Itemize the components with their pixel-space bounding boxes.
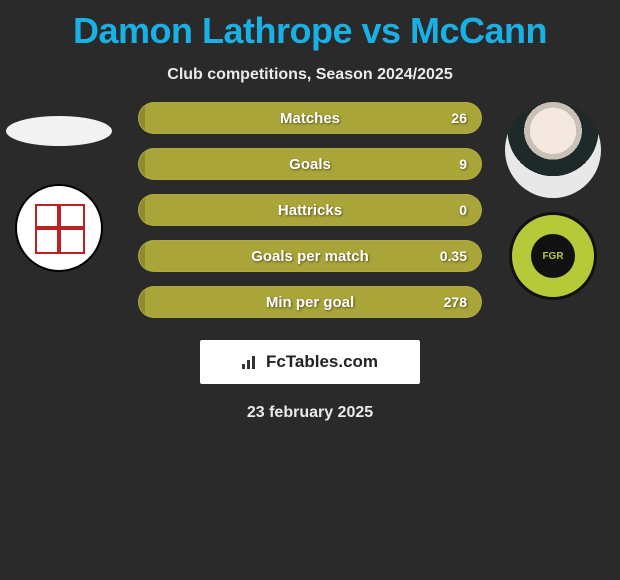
right-player-column: [498, 102, 608, 300]
stat-value-right: 9: [459, 156, 467, 172]
page-title: Damon Lathrope vs McCann: [0, 0, 620, 52]
stat-label: Min per goal: [139, 294, 481, 311]
stat-value-right: 26: [451, 110, 467, 126]
bars-icon: [242, 355, 260, 369]
right-player-avatar: [505, 102, 601, 198]
stat-label: Matches: [139, 110, 481, 127]
stat-row-gpm: Goals per match 0.35: [138, 240, 482, 272]
left-club-badge: [15, 184, 103, 272]
stat-row-mpg: Min per goal 278: [138, 286, 482, 318]
stat-label: Goals: [139, 156, 481, 173]
left-player-avatar: [6, 116, 112, 146]
stat-label: Hattricks: [139, 202, 481, 219]
right-club-badge: [509, 212, 597, 300]
comparison-chart: Matches 26 Goals 9 Hattricks 0 Goals per…: [0, 102, 620, 332]
date-text: 23 february 2025: [0, 404, 620, 422]
brand-box[interactable]: FcTables.com: [200, 340, 420, 384]
stat-row-matches: Matches 26: [138, 102, 482, 134]
stat-row-hattricks: Hattricks 0: [138, 194, 482, 226]
stat-value-right: 0.35: [440, 248, 467, 264]
page-subtitle: Club competitions, Season 2024/2025: [0, 66, 620, 84]
stat-value-right: 278: [444, 294, 467, 310]
stat-label: Goals per match: [139, 248, 481, 265]
brand-name: FcTables.com: [266, 352, 378, 372]
left-player-column: [4, 102, 114, 272]
stat-value-right: 0: [459, 202, 467, 218]
stat-bars: Matches 26 Goals 9 Hattricks 0 Goals per…: [138, 102, 482, 332]
stat-row-goals: Goals 9: [138, 148, 482, 180]
